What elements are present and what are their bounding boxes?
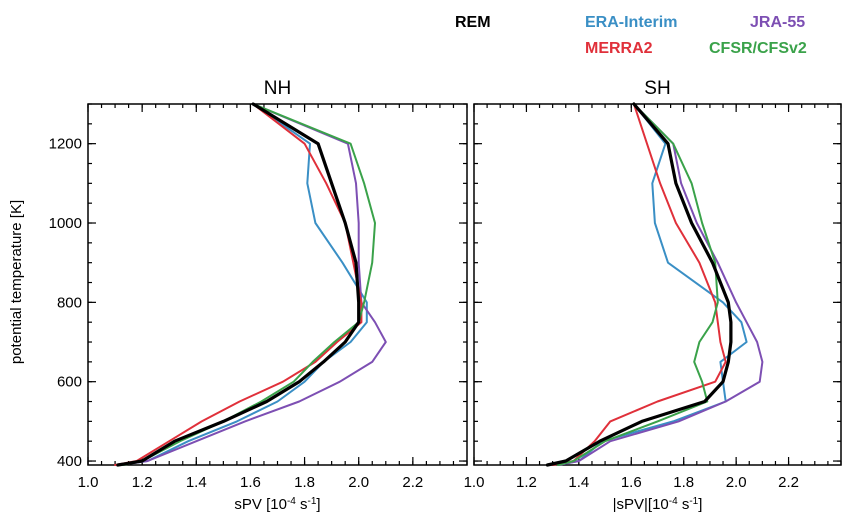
x-axis-label-part: ] (698, 496, 702, 513)
legend-entry-cfsr-cfsv2: CFSR/CFSv2 (709, 40, 807, 57)
x-axis-label-part: s (296, 496, 308, 513)
x-tick-label: 2.2 (778, 474, 799, 491)
series-line-merra2 (551, 103, 727, 466)
x-tick-label: 1.8 (294, 474, 315, 491)
x-tick-label: 1.8 (673, 474, 694, 491)
x-tick-label: 1.0 (78, 474, 99, 491)
x-axis-label: sPV [10-4 s-1] (234, 496, 320, 514)
y-tick-label: 800 (57, 294, 82, 311)
legend-entry-merra2: MERRA2 (585, 40, 653, 57)
panel-title: NH (264, 78, 291, 99)
x-tick-label: 1.6 (621, 474, 642, 491)
x-axis-label-part: ] (316, 496, 320, 513)
y-tick-label: 1000 (49, 215, 82, 232)
x-tick-label: 1.2 (132, 474, 153, 491)
x-tick-label: 2.2 (402, 474, 423, 491)
x-tick-label: 2.0 (348, 474, 369, 491)
y-tick-label: 400 (57, 453, 82, 470)
x-tick-label: 1.2 (516, 474, 537, 491)
legend-entry-jra-55: JRA-55 (750, 14, 805, 31)
plot-frame (87, 103, 468, 466)
x-tick-label: 1.0 (464, 474, 485, 491)
x-tick-label: 1.6 (240, 474, 261, 491)
y-tick-label: 1200 (49, 136, 82, 153)
legend: REM ERA-Interim JRA-55 MERRA2 CFSR/CFSv2 (455, 14, 807, 57)
series-line-rem (116, 102, 361, 467)
x-axis-label-part: -4 (287, 496, 296, 507)
x-axis-label-part: -1 (689, 496, 698, 507)
panel-nh: 1.0 1.2 1.4 1.6 1.8 2.0 2.2 400 600 800 1000 1200 NH… (49, 78, 468, 514)
legend-entry-rem: REM (455, 14, 491, 31)
x-tick-label: 1.4 (568, 474, 589, 491)
series-line-jra-55 (556, 103, 764, 466)
y-axis-label: potential temperature [K] (8, 200, 25, 364)
series-line-era-interim (556, 103, 748, 466)
x-tick-label: 2.0 (726, 474, 747, 491)
x-axis-label-part: sPV [10 (234, 496, 287, 513)
panel-sh: 1.0 1.2 1.4 1.6 1.8 2.0 2.2 SH |sPV|[10-4 s-1] (464, 78, 842, 514)
x-axis-label-part: -4 (669, 496, 678, 507)
x-axis-label: |sPV|[10-4 s-1] (613, 496, 703, 514)
series-line-jra-55 (119, 103, 387, 466)
series-line-era-interim (119, 103, 368, 466)
series-line-merra2 (114, 103, 363, 466)
y-tick-label: 600 (57, 374, 82, 391)
x-axis-label-part: s (678, 496, 690, 513)
series-line-rem (545, 102, 733, 467)
panel-title: SH (644, 78, 670, 99)
plot-frame (473, 103, 842, 466)
x-axis-label-part: -1 (308, 496, 317, 507)
x-axis-label-part: |sPV|[10 (613, 496, 669, 513)
legend-entry-era-interim: ERA-Interim (585, 14, 677, 31)
x-tick-label: 1.4 (186, 474, 207, 491)
series-line-cfsr-cfsv2 (556, 103, 719, 466)
